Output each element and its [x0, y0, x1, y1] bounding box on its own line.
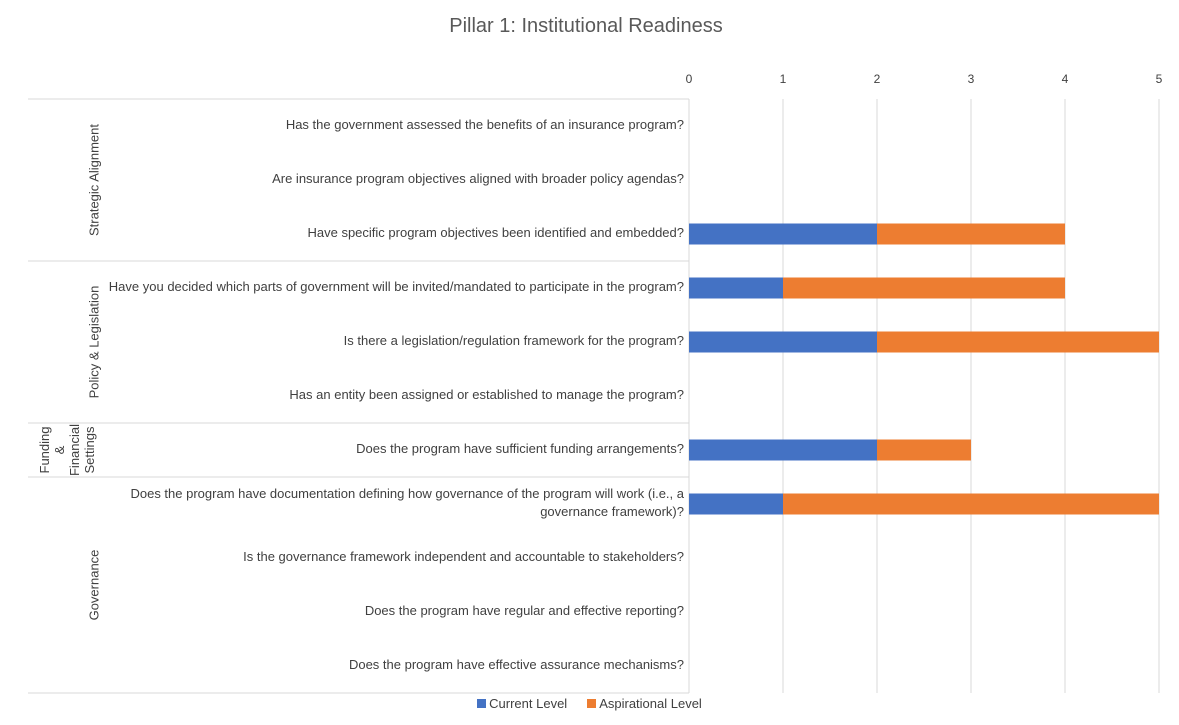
group-label-3: Governance — [86, 549, 102, 621]
group-label-line: & — [52, 445, 67, 455]
bar-current-3 — [689, 277, 783, 299]
bar-aspirational-3 — [783, 277, 1065, 299]
bar-current-4 — [689, 331, 877, 353]
bar-current-2 — [689, 223, 877, 245]
category-label-3: Have you decided which parts of governme… — [108, 279, 684, 294]
group-label-line: Settings — [82, 426, 97, 474]
bar-aspirational-2 — [877, 223, 1065, 245]
category-label-10: Does the program have effective assuranc… — [348, 657, 684, 672]
x-tick-label-3: 3 — [967, 72, 975, 86]
category-label-8: Is the governance framework independent … — [243, 549, 684, 564]
group-label-0: Strategic Alignment — [86, 123, 102, 237]
x-tick-label-2: 2 — [873, 72, 881, 86]
bar-aspirational-7 — [783, 493, 1159, 515]
chart-title: Pillar 1: Institutional Readiness — [449, 15, 723, 37]
x-tick-label-1: 1 — [779, 72, 787, 86]
category-label-9: Does the program have regular and effect… — [364, 603, 684, 618]
category-label-1: Are insurance program objectives aligned… — [272, 171, 684, 186]
category-label-2: Have specific program objectives been id… — [307, 225, 684, 240]
x-tick-label-5: 5 — [1155, 72, 1163, 86]
bar-current-7 — [689, 493, 783, 515]
bar-current-6 — [689, 439, 877, 461]
category-label-7: Does the program have documentation defi… — [130, 486, 684, 519]
bar-aspirational-6 — [877, 439, 971, 461]
category-label-6: Does the program have sufficient funding… — [356, 441, 684, 456]
legend-item-aspirational: Aspirational Level — [587, 696, 702, 711]
legend: Current Level Aspirational Level — [0, 696, 1179, 711]
group-label-line: Funding — [37, 426, 52, 474]
group-label-2: Funding & Financial Settings — [37, 422, 97, 478]
group-label-line: Financial — [67, 423, 82, 477]
category-label-4: Is there a legislation/regulation framew… — [343, 333, 684, 348]
x-tick-label-4: 4 — [1061, 72, 1069, 86]
legend-swatch-current — [477, 699, 487, 708]
bar-aspirational-4 — [877, 331, 1159, 353]
group-label-1: Policy & Legislation — [86, 285, 102, 399]
category-label-5: Has an entity been assigned or establish… — [289, 387, 684, 402]
category-label-0: Has the government assessed the benefits… — [285, 117, 684, 132]
legend-swatch-aspirational — [587, 699, 597, 708]
legend-item-current: Current Level — [477, 696, 567, 711]
x-tick-label-0: 0 — [685, 72, 693, 86]
legend-label-current: Current Level — [489, 696, 568, 711]
legend-label-aspirational: Aspirational Level — [599, 696, 702, 711]
